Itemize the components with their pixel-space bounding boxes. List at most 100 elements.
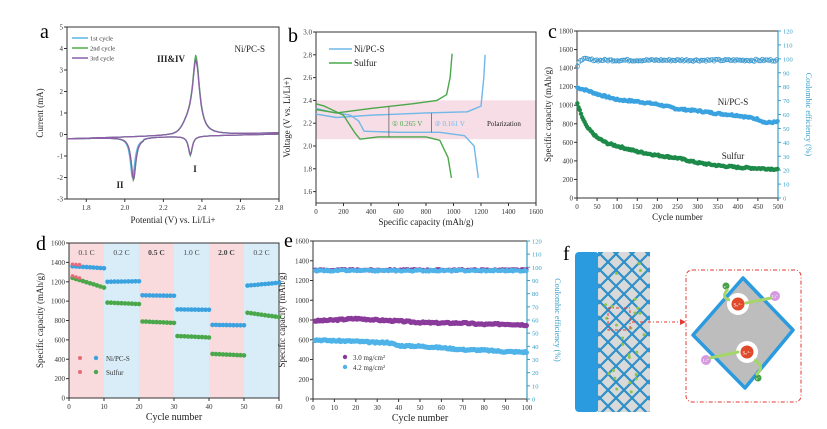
x-tick-label: 30 [171, 403, 179, 411]
data-point [168, 293, 173, 299]
y-tick-label: 200 [299, 376, 310, 384]
data-point [763, 57, 768, 63]
y-right-tick-label: 120 [783, 29, 793, 36]
y-right-tick-label: 100 [532, 265, 542, 272]
panel-b-charge-discharge-chart: 0 200 400 600 800 1000 1200 1400 1600 1.6 1.8 2.0 2.… [282, 29, 544, 228]
data-point [178, 307, 184, 312]
data-point [234, 352, 240, 358]
series-line-1-cathodic [67, 133, 279, 179]
y-tick-label: 1800 [559, 28, 574, 36]
x-tick-label: 1.8 [82, 204, 91, 212]
y-right-tick-label: 30 [783, 154, 790, 161]
mesh-line [598, 315, 650, 369]
y-tick-label: 600 [563, 139, 574, 147]
mesh-line [628, 252, 650, 273]
electron-transfer-arrow [753, 358, 762, 377]
data-point [276, 314, 282, 320]
annotation-nipcs: Ni/PC-S [718, 97, 749, 107]
mesh-line [632, 395, 650, 412]
x-tick-label: 1400 [502, 208, 517, 216]
data-point [164, 293, 170, 299]
ni-particle [634, 373, 638, 377]
data-point [234, 322, 240, 328]
legend-label: Ni/PC-S [354, 44, 385, 54]
data-point [612, 58, 617, 64]
series-line-1-anodic [67, 56, 279, 140]
y-tick-label: 1400 [559, 65, 574, 73]
data-point [126, 279, 131, 284]
y-right-tick-label: 80 [532, 291, 539, 298]
y-right-tick-label: 100 [783, 56, 793, 63]
rate-band [244, 243, 279, 398]
data-point [84, 264, 89, 270]
data-point [150, 293, 156, 298]
data-point [108, 279, 114, 285]
data-point [94, 283, 100, 288]
series-line-2-cathodic [67, 133, 279, 183]
ni-particle [610, 304, 614, 308]
y-right-tick-label: 80 [783, 84, 790, 91]
mesh-line [644, 252, 650, 257]
y-right-tick-label: 10 [532, 383, 539, 390]
y-right-tick-label: 70 [532, 304, 539, 311]
ni-particle [604, 303, 608, 307]
ni-particle [638, 269, 642, 273]
series-line-sulfur-discharge [315, 103, 453, 179]
x-tick-label: 60 [276, 403, 284, 411]
panel-label-c: c [548, 21, 557, 43]
x-tick-label: 90 [502, 404, 510, 412]
data-point [133, 301, 138, 307]
data-point [213, 351, 219, 357]
data-point [640, 58, 646, 63]
x-tick-label: 100 [612, 203, 623, 211]
rate-band [209, 243, 244, 398]
data-point [108, 300, 114, 306]
data-point [115, 279, 121, 284]
data-point [575, 101, 580, 106]
data-point [578, 111, 584, 117]
panel-a-cv-chart: 1.8 2.0 2.2 2.4 2.6 2.8 -3 -2 -1 0 1 2 3 4 5 Potential … [35, 24, 284, 226]
electron [754, 374, 762, 382]
x-tick-label: 0 [67, 403, 71, 411]
x-tick-label: 1200 [474, 208, 489, 216]
data-point [80, 278, 86, 284]
data-point [112, 279, 117, 284]
y-tick-label: -3 [57, 196, 63, 204]
y-tick-label: 1600 [51, 240, 66, 248]
y-tick-label: 200 [55, 375, 66, 383]
ni-particle [635, 350, 639, 354]
x-tick-label: 2.0 [120, 204, 129, 212]
annotation-peak-II: II [116, 180, 124, 190]
lithium-label: Li⁺ [703, 358, 710, 363]
annotation-sulfur: Sulfur [722, 151, 745, 161]
x-tick-label: 2.8 [275, 204, 284, 212]
data-point [129, 301, 135, 307]
y-tick-label: 600 [299, 336, 310, 344]
y-right-tick-label: 60 [783, 112, 790, 119]
data-point [171, 293, 177, 299]
y-tick-label: 400 [55, 356, 66, 364]
data-point-first-cycle [77, 262, 82, 267]
data-point [743, 57, 749, 63]
series-line-sulfur-charge [315, 53, 453, 114]
y-tick-label: 2 [60, 88, 64, 96]
y-tick-label: 1200 [51, 278, 66, 286]
x-tick-label: 50 [241, 403, 249, 411]
zoom-region [607, 307, 631, 331]
data-point [136, 279, 142, 284]
data-point [631, 58, 637, 64]
legend-swatch [93, 355, 99, 361]
data-point [718, 58, 723, 64]
data-point [199, 307, 205, 313]
electron-label: e⁻ [756, 376, 760, 381]
x-tick-label: 250 [672, 203, 683, 211]
data-point [775, 166, 780, 172]
x-axis-label: Cycle number [652, 212, 703, 222]
panel-c-cycling-chart: 0 50 100 150 200 250 300 350 400 450 5000200400600… [543, 28, 813, 223]
legend-swatch [342, 364, 348, 370]
data-point [189, 307, 194, 312]
x-tick-label: 10 [101, 403, 109, 411]
data-point-first-cycle [74, 275, 78, 279]
panel-e-loading-chart: 0 10 20 30 40 50 60 70 80 90 100020040060080010001… [277, 238, 562, 425]
